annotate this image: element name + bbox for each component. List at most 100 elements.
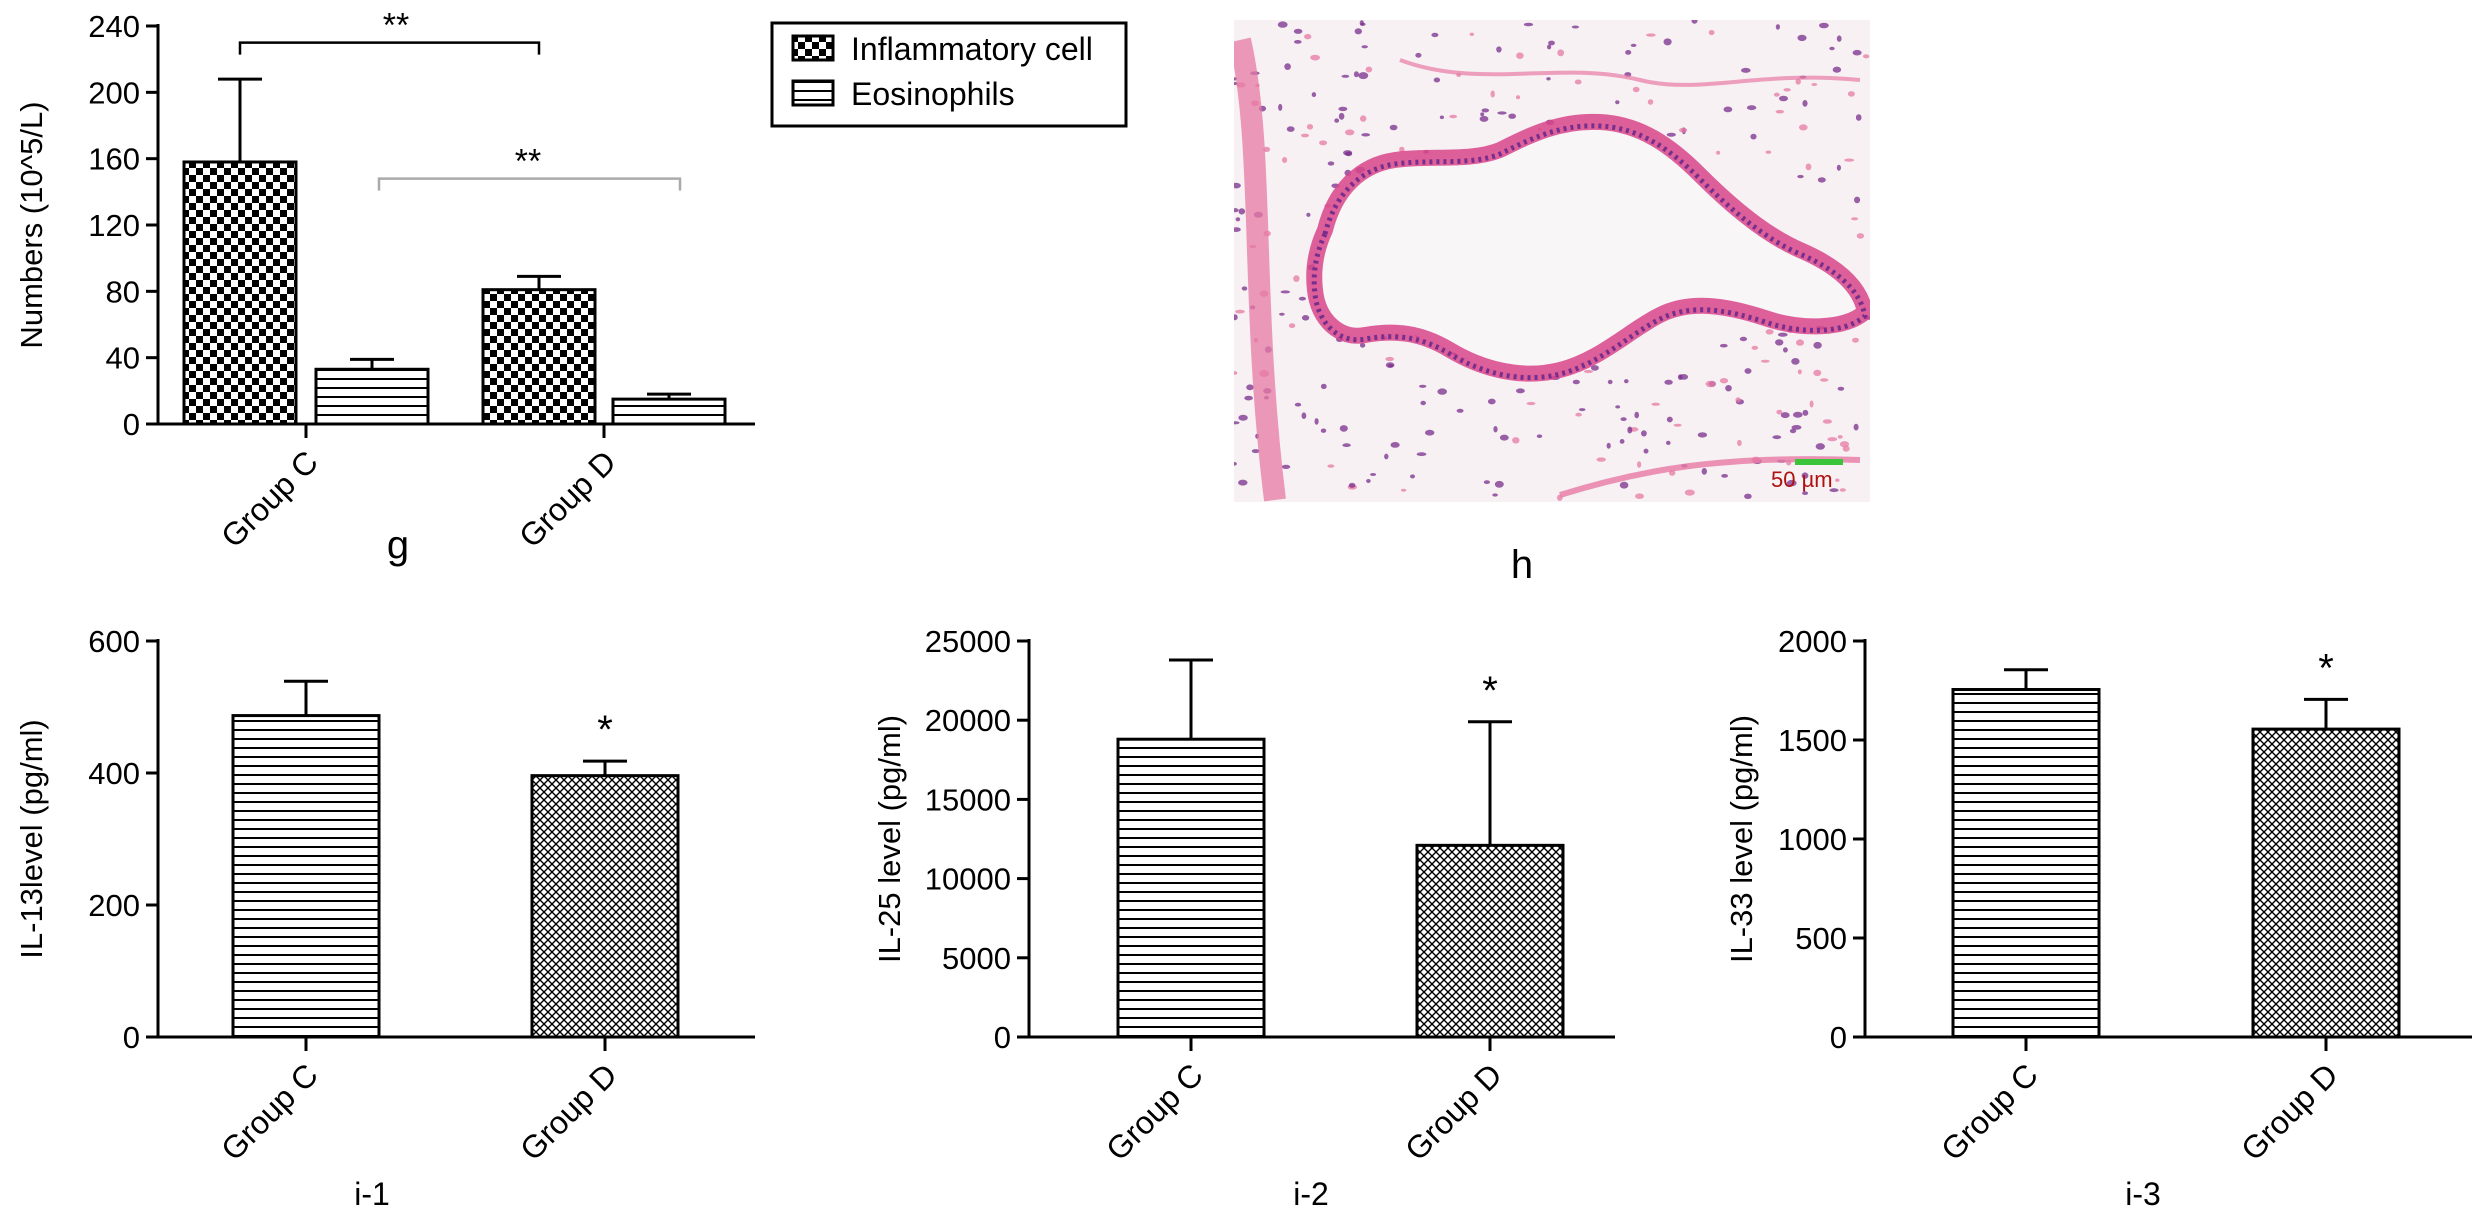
nucleus: [1765, 329, 1774, 335]
nucleus: [1319, 140, 1328, 146]
nucleus: [1359, 342, 1366, 348]
nucleus: [1851, 217, 1859, 221]
nucleus: [1583, 369, 1594, 374]
bar-group-d: [530, 774, 680, 1039]
nucleus: [1494, 480, 1504, 488]
nucleus: [1813, 341, 1822, 349]
nucleus: [1783, 88, 1791, 92]
x-tick-label: Group D: [2234, 1056, 2345, 1167]
nucleus: [1314, 418, 1319, 425]
nucleus: [1234, 461, 1237, 466]
nucleus: [1705, 380, 1716, 388]
nucleus: [1388, 364, 1394, 368]
airway-epithelium: [1311, 123, 1868, 381]
nucleus: [1419, 384, 1427, 388]
nucleus: [1751, 345, 1759, 350]
nucleus: [1481, 108, 1490, 113]
nucleus: [1643, 448, 1649, 454]
nucleus: [1304, 33, 1312, 40]
nucleus: [1497, 111, 1507, 115]
nucleus: [1490, 90, 1495, 98]
nucleus: [1281, 464, 1291, 469]
significance-marker: *: [1482, 669, 1498, 713]
nucleus: [1791, 425, 1802, 430]
nucleus: [1288, 323, 1296, 329]
nucleus: [1746, 105, 1757, 111]
nucleus: [1813, 369, 1822, 377]
y-tick-label: 15000: [925, 782, 1011, 817]
nucleus: [1615, 100, 1620, 105]
nucleus: [1853, 423, 1859, 431]
nucleus: [1862, 54, 1870, 59]
nucleus: [1338, 106, 1348, 112]
nucleus: [1320, 428, 1327, 433]
y-axis-label: IL-33 level (pg/ml): [1724, 715, 1759, 963]
nucleus: [1839, 488, 1846, 492]
nucleus: [1516, 388, 1525, 394]
y-tick-label: 0: [123, 1020, 140, 1055]
nucleus: [1673, 423, 1682, 427]
y-tick-label: 200: [88, 888, 140, 923]
y-tick-label: 40: [106, 341, 140, 376]
nucleus: [1721, 474, 1728, 478]
nucleus: [1547, 44, 1552, 50]
nucleus: [1348, 482, 1356, 488]
nucleus: [1496, 46, 1502, 53]
nucleus: [1663, 38, 1672, 46]
nucleus: [1439, 115, 1444, 120]
nucleus: [1590, 365, 1599, 371]
nucleus: [1301, 315, 1310, 321]
nucleus: [1701, 468, 1708, 475]
nucleus: [1844, 158, 1855, 162]
nucleus: [1358, 72, 1369, 80]
nucleus: [1345, 129, 1355, 136]
panel-label-i-3: i-3: [2125, 1176, 2161, 1212]
nucleus: [1836, 35, 1842, 42]
nucleus: [1666, 440, 1671, 445]
nucleus: [1620, 417, 1627, 421]
significance-bracket: [238, 41, 541, 55]
nucleus: [1744, 368, 1752, 374]
nucleus: [1719, 378, 1729, 384]
nucleus: [1780, 412, 1790, 419]
nucleus: [1310, 54, 1320, 61]
nucleus: [1606, 442, 1611, 449]
nucleus: [1483, 480, 1490, 484]
nucleus: [1795, 78, 1801, 85]
nucleus: [1480, 112, 1485, 117]
y-tick-label: 2000: [1778, 624, 1847, 659]
nucleus: [1354, 28, 1363, 35]
nucleus: [1750, 133, 1757, 140]
nucleus: [1294, 402, 1302, 407]
nucleus: [1425, 429, 1435, 436]
nucleus: [1739, 336, 1748, 342]
nucleus: [1384, 453, 1389, 460]
nucleus: [1607, 379, 1613, 385]
nucleus: [1820, 378, 1829, 382]
nucleus: [1835, 478, 1840, 482]
nucleus: [1327, 161, 1335, 166]
legend-swatch: [791, 79, 835, 107]
nucleus: [1410, 474, 1415, 479]
nucleus: [1416, 452, 1427, 457]
chart-i-1: * 0 200 400 600 Group C Group D IL-13level (pg/…: [14, 624, 755, 1167]
nucleus: [1385, 356, 1394, 362]
micrograph-he-stain: 50 µm: [1234, 20, 1870, 502]
nucleus: [1596, 457, 1606, 462]
y-axis-label: IL-25 level (pg/ml): [872, 715, 907, 963]
nucleus: [1630, 43, 1637, 48]
x-tick-label: Group D: [512, 443, 623, 554]
y-tick-label: 20000: [925, 703, 1011, 738]
x-tick-label: Group D: [513, 1056, 624, 1167]
nucleus: [1343, 150, 1353, 156]
nucleus: [1301, 412, 1307, 420]
nucleus: [1635, 493, 1644, 500]
nucleus: [1293, 28, 1303, 34]
nucleus: [1298, 296, 1306, 301]
nucleus: [1775, 24, 1780, 30]
nucleus: [1789, 428, 1797, 434]
nucleus: [1797, 369, 1802, 375]
nucleus: [1647, 99, 1654, 105]
nucleus: [1664, 379, 1673, 385]
nucleus: [1548, 40, 1555, 46]
